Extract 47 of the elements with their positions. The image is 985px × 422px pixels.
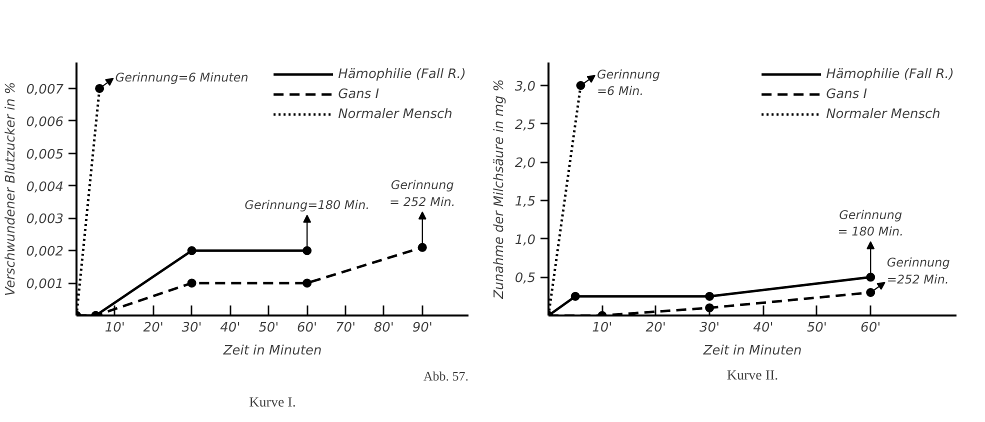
legend-label: Gans I (338, 86, 380, 102)
annotation: Gerinnung = 252 Min. (390, 178, 456, 209)
y-tick-label: 2,5 (514, 118, 536, 133)
x-tick-label: 40' (753, 320, 774, 336)
x-tick-label: 10' (592, 320, 612, 336)
text: Kurve II. (726, 368, 778, 384)
annotation: Gerinnung=6 Minuten (115, 70, 248, 84)
y-tick-label: 0,5 (514, 271, 536, 286)
x-tick-label: 30' (699, 320, 720, 336)
x-tick-label: 50' (258, 320, 279, 336)
y-tick-label: 0,002 (26, 244, 64, 260)
x-tick-label: 60' (297, 320, 318, 336)
x-tick-label: 70' (335, 320, 356, 336)
y-tick-label: 3,0 (514, 80, 536, 94)
legend-label: Hämophilie (Fall R.) (826, 66, 954, 82)
x-axis-title: Zeit in Minuten (222, 344, 322, 358)
y-tick-label: 0,004 (26, 180, 64, 195)
x-tick-label: 40' (220, 320, 240, 336)
legend-label: Normaler Mensch (826, 106, 940, 122)
y-tick-label: 0,001 (26, 277, 64, 292)
annotation: Gerinnung=180 Min. (244, 198, 370, 212)
y-tick-label: 1,5 (514, 194, 536, 210)
x-tick-label: 20' (646, 320, 666, 336)
x-tick-label: 10' (104, 320, 125, 336)
legend-label: Normaler Mensch (338, 106, 452, 122)
caption: Abb. 57. (423, 368, 468, 384)
x-axis-title: Zeit in Minuten (702, 344, 802, 358)
y-axis-title: Zunahme der Milchsäure in mg % (492, 79, 507, 300)
annotation: Gerinnung =252 Min. (886, 256, 950, 286)
x-tick-label: 30' (182, 320, 202, 336)
x-tick-label: 60' (860, 320, 881, 336)
legend-label: Hämophilie (Fall R.) (338, 66, 466, 82)
annotation: Gerinnung = 180 Min. (838, 208, 904, 239)
y-tick-label: 0,003 (26, 212, 64, 228)
x-tick-label: 90' (412, 320, 432, 336)
y-tick-label: 2,0 (514, 156, 536, 172)
x-tick-label: 50' (806, 320, 827, 336)
y-tick-label: 0,007 (26, 82, 64, 98)
y-axis-title: Verschwundener Blutzucker in % (3, 82, 18, 296)
y-tick-label: 0,005 (26, 147, 64, 162)
legend-label: Gans I (826, 86, 868, 102)
x-tick-label: 80' (374, 320, 394, 336)
y-tick-label: 1,0 (514, 232, 536, 248)
text: Kurve I. (249, 396, 296, 410)
x-tick-label: 20' (143, 320, 164, 336)
annotation: Gerinnung =6 Min. (596, 67, 660, 98)
y-tick-label: 0,006 (26, 114, 64, 130)
